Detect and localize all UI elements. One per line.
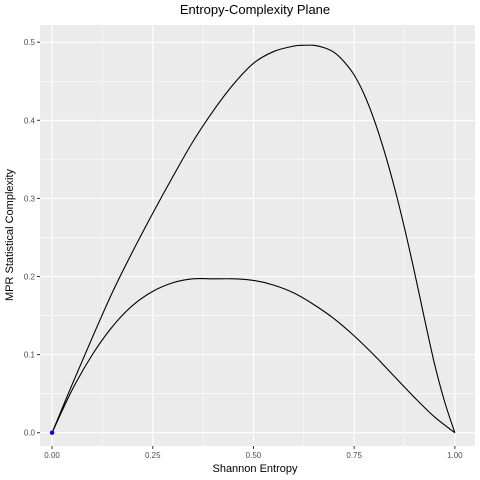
- points: [49, 430, 55, 435]
- x-tick-label: 0.75: [346, 451, 362, 460]
- y-tick-label: 0.4: [24, 116, 36, 125]
- x-axis-title: Shannon Entropy: [212, 463, 298, 475]
- y-tick-label: 0.2: [24, 273, 36, 282]
- data-point: [49, 430, 55, 435]
- y-tick-label: 0.3: [24, 194, 36, 203]
- x-tick-label: 0.50: [246, 451, 262, 460]
- x-tick-label: 1.00: [447, 451, 463, 460]
- upper-bound-curve: [51, 44, 456, 433]
- y-axis-title: MPR Statistical Complexity: [4, 168, 16, 301]
- lower-bound-curve: [51, 278, 456, 434]
- plot-panel: [40, 25, 475, 446]
- curves: [51, 44, 456, 434]
- chart-title: Entropy-Complexity Plane: [180, 2, 330, 17]
- x-tick-label: 0.25: [145, 451, 161, 460]
- y-axis: 0.0 0.1 0.2 0.3 0.4 0.5: [24, 38, 40, 438]
- y-tick-label: 0.0: [24, 429, 36, 438]
- y-tick-label: 0.1: [24, 351, 36, 360]
- y-tick-label: 0.5: [24, 38, 36, 47]
- grid-major: [40, 25, 475, 446]
- x-tick-label: 0.00: [44, 451, 60, 460]
- x-axis: 0.00 0.25 0.50 0.75 1.00: [44, 446, 463, 460]
- grid-minor: [40, 25, 475, 446]
